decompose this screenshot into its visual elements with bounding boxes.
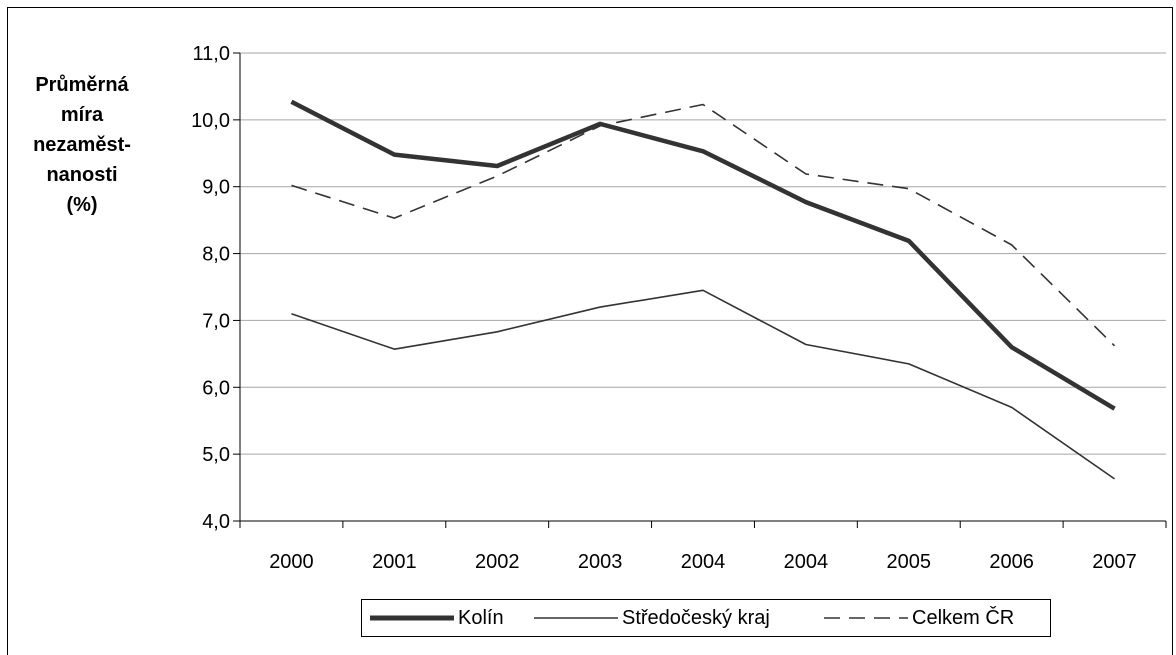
- x-tick-label: 2002: [475, 551, 520, 573]
- legend-item-celkem-cr: Celkem ČR: [824, 600, 1014, 636]
- y-tick-label: 7,0: [202, 310, 230, 332]
- legend-item-stredocesky-kraj: Středočeský kraj: [534, 600, 770, 636]
- line-chart: 4,05,06,07,08,09,010,011,0 2000 2001 2002 2…: [191, 43, 1167, 573]
- legend-label: Středočeský kraj: [622, 606, 770, 629]
- y-tick-label: 11,0: [193, 43, 230, 65]
- y-tick-label: 4,0: [202, 511, 230, 533]
- x-tick-label: 2004: [784, 551, 829, 573]
- x-tick-label: 2005: [887, 551, 932, 573]
- y-tick-label: 9,0: [202, 177, 230, 199]
- x-tick-label: 2006: [989, 551, 1034, 573]
- y-tick-label: 10,0: [191, 110, 230, 132]
- y-tick-label: 5,0: [202, 444, 230, 466]
- legend-swatch-thin: [534, 617, 618, 619]
- y-axis-title-line: nezaměst-: [33, 134, 131, 156]
- x-tick-label: 2003: [578, 551, 623, 573]
- legend-swatch-dashed: [824, 617, 908, 619]
- x-tick-label: 2007: [1092, 551, 1137, 573]
- y-axis-title-line: (%): [66, 194, 98, 216]
- x-tick-label: 2004: [681, 551, 726, 573]
- series-line-thin: [291, 289, 1116, 480]
- x-tick-label: 2001: [372, 551, 417, 573]
- legend-swatch-thick: [370, 615, 454, 621]
- y-tick-label: 8,0: [202, 244, 230, 266]
- legend-label: Kolín: [458, 606, 504, 629]
- x-tick-label: 2000: [269, 551, 314, 573]
- legend-label: Celkem ČR: [912, 606, 1015, 629]
- gridlines: [240, 52, 1166, 455]
- y-axis-title-line: Průměrná: [35, 74, 129, 96]
- legend: Kolín Středočeský kraj Celkem ČR: [361, 599, 1051, 637]
- y-axis-title-line: míra: [60, 104, 104, 126]
- legend-item-kolin: Kolín: [370, 600, 504, 636]
- y-axis-title: Průměrná míra nezaměst- nanosti (%): [2, 70, 162, 220]
- y-tick-labels: 4,0 5,0 6,0 7,0 8,0 9,0 10,0 11,0: [191, 43, 230, 533]
- x-tick-labels: 2000 2001 2002 2003 2004 2004 2005 2006 2007: [269, 551, 1137, 573]
- series-lines: [290, 99, 1116, 480]
- y-axis-title-line: nanosti: [46, 164, 118, 186]
- y-tick-label: 6,0: [202, 377, 230, 399]
- series-line-dashed: [291, 103, 1116, 347]
- axes: [233, 52, 1167, 528]
- chart-frame: [7, 7, 1173, 655]
- series-line-thick: [290, 99, 1116, 411]
